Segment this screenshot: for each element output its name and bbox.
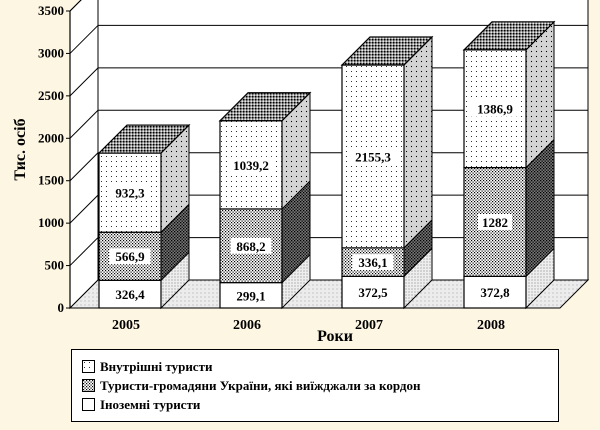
bar-top-2006 <box>218 92 312 122</box>
data-label-2005-2: 932,3 <box>115 186 145 201</box>
data-label-bg <box>352 254 394 271</box>
legend-label-domestic: Внутрішні туристи <box>100 358 213 374</box>
legend-swatch-outbound <box>82 379 95 392</box>
x-tick-label-2007: 2007 <box>355 318 383 333</box>
y-tick-label: 0 <box>58 300 65 315</box>
x-tick-label-2005: 2005 <box>112 318 140 333</box>
y-tick-label: 2500 <box>38 88 64 103</box>
data-label-2007-1: 336,1 <box>358 255 387 270</box>
data-label-bg <box>109 248 151 265</box>
data-label-2006-0: 299,1 <box>236 288 265 303</box>
gridline-side <box>69 25 99 54</box>
gridline-side <box>69 152 99 182</box>
data-label-2006-2: 1039,2 <box>233 158 269 173</box>
data-label-2007-0: 372,5 <box>358 285 388 300</box>
legend-item-outbound: Туристи-громадяни України, які виїжджали… <box>82 376 548 395</box>
legend-item-domestic: Внутрішні туристи <box>82 357 548 376</box>
data-label-bg <box>227 156 275 173</box>
legend-swatch-domestic <box>82 360 95 373</box>
data-label-bg <box>478 213 512 230</box>
data-label-bg <box>474 284 516 301</box>
data-label-bg <box>471 100 519 117</box>
gridline-side <box>69 67 99 97</box>
legend: Внутрішні туристи Туристи-громадяни Укра… <box>71 349 559 422</box>
data-label-2007-2: 2155,3 <box>355 149 391 164</box>
legend-label-outbound: Туристи-громадяни України, які виїжджали… <box>100 377 421 393</box>
y-tick-label: 1500 <box>38 173 64 188</box>
legend-swatch-foreign <box>82 398 95 411</box>
y-axis-title: Тис. осіб <box>12 118 29 180</box>
data-label-bg <box>352 284 394 301</box>
gridline-side <box>69 237 99 266</box>
gridline-side <box>69 0 82 12</box>
x-tick-label-2008: 2008 <box>477 318 505 333</box>
y-tick-label: 2000 <box>38 130 64 145</box>
data-label-bg <box>349 148 397 165</box>
data-label-bg <box>230 287 272 304</box>
bar-top-2007 <box>340 36 434 66</box>
data-label-bg <box>109 286 151 303</box>
y-tick-label: 3500 <box>38 3 64 18</box>
stacked-bar-chart: 0 500 1000 1500 2000 2500 3000 3500 Тис. осіб Рок… <box>12 0 590 345</box>
x-tick-label-2006: 2006 <box>233 318 261 333</box>
data-label-2008-2: 1386,9 <box>477 102 513 117</box>
bar-top-2005 <box>97 124 191 154</box>
data-label-2006-1: 868,2 <box>236 239 265 254</box>
legend-item-foreign: Іноземні туристи <box>82 395 548 414</box>
legend-label-foreign: Іноземні туристи <box>100 396 201 412</box>
data-label-bg <box>230 237 272 254</box>
y-tick-label: 1000 <box>38 215 64 230</box>
data-label-2005-1: 566,9 <box>115 249 145 264</box>
x-axis-title: Роки <box>317 328 353 345</box>
data-label-2008-0: 372,8 <box>480 285 510 300</box>
data-label-bg <box>109 184 151 201</box>
data-label-2005-0: 326,4 <box>115 287 145 302</box>
gridline-side <box>69 109 99 139</box>
bar-segment-2007-0 <box>341 275 405 309</box>
gridline-side <box>69 194 99 224</box>
bar-top-2008 <box>462 21 556 51</box>
bar-side-2007-2 <box>403 35 433 250</box>
y-tick-label: 3000 <box>38 45 64 60</box>
data-label-2008-1: 1282 <box>482 215 508 230</box>
y-tick-label: 500 <box>45 258 65 273</box>
